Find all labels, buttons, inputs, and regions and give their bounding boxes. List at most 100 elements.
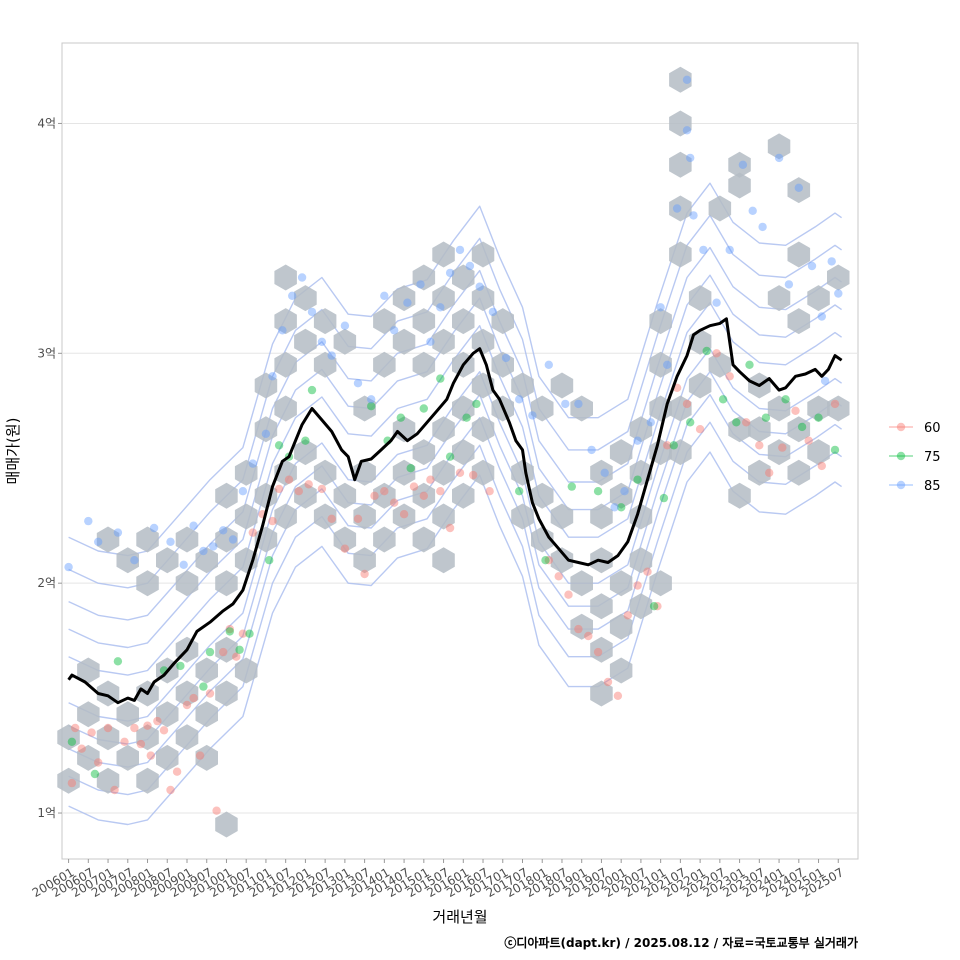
data-point-85 (268, 372, 277, 381)
data-point-60 (623, 611, 632, 620)
density-contour (68, 246, 843, 621)
data-point-60 (71, 723, 80, 733)
hex-bin (274, 351, 297, 378)
hex-bin (728, 151, 751, 178)
hex-bin (392, 328, 416, 355)
data-point-75 (367, 402, 376, 411)
hex-bin (471, 328, 495, 355)
hex-bin (669, 241, 692, 268)
hex-bin (195, 744, 218, 771)
data-point-60 (653, 602, 662, 611)
data-point-85 (219, 526, 228, 535)
data-point-85 (528, 411, 537, 420)
hex-bin (511, 372, 534, 399)
hex-bin (234, 459, 258, 486)
hex-bin (215, 482, 238, 509)
legend-marker (896, 451, 906, 461)
data-point-85 (682, 126, 692, 135)
data-point-75 (781, 395, 790, 404)
hex-bin (688, 372, 712, 399)
data-point-60 (136, 739, 146, 749)
data-point-60 (284, 475, 294, 484)
data-point-60 (67, 778, 77, 788)
hex-bin (57, 767, 80, 794)
hex-bin (412, 439, 436, 466)
data-point-75 (199, 682, 208, 691)
hex-bin (195, 701, 218, 728)
hex-bin (57, 724, 80, 751)
hex-bin (215, 526, 238, 553)
hex-bin (254, 372, 278, 399)
hex-bin (432, 459, 455, 486)
data-point-60 (327, 514, 336, 523)
hex-bin (452, 264, 475, 291)
data-point-60 (445, 523, 455, 533)
y-tick-label: 3억 (37, 346, 56, 360)
hex-bin (590, 459, 613, 486)
hex-bin (136, 570, 159, 597)
data-point-85 (600, 468, 609, 477)
data-point-75 (245, 629, 254, 638)
data-point-85 (189, 521, 198, 530)
hex-bin (787, 416, 811, 443)
data-point-75 (686, 418, 695, 427)
hex-bin (156, 547, 179, 574)
hex-bin (77, 657, 100, 684)
hex-bin (116, 547, 139, 574)
hex-bin (550, 547, 574, 574)
hex-bin (412, 264, 436, 291)
data-point-85 (445, 268, 455, 278)
data-point-85 (712, 298, 721, 307)
hex-bin (531, 482, 554, 509)
data-point-60 (830, 399, 840, 409)
data-point-60 (87, 728, 96, 737)
data-point-85 (228, 535, 238, 544)
hex-bin (333, 482, 357, 509)
hex-bin (373, 526, 396, 553)
data-point-85 (699, 245, 708, 255)
data-point-85 (166, 537, 175, 546)
hex-bin (333, 328, 357, 355)
hex-bin (234, 503, 258, 530)
data-point-75 (814, 413, 823, 422)
data-point-60 (195, 751, 205, 760)
data-point-60 (742, 418, 751, 427)
hex-bin (550, 503, 574, 530)
hex-bin (254, 416, 278, 443)
hex-bin (827, 395, 850, 422)
hex-bin (471, 241, 495, 268)
legend-marker (896, 422, 906, 432)
hex-bin (531, 395, 554, 422)
hex-bin (452, 308, 475, 335)
hex-bin (156, 744, 179, 771)
data-point-60 (564, 590, 573, 599)
hex-bin (767, 285, 791, 312)
hex-bin (669, 66, 692, 93)
data-point-85 (403, 298, 412, 307)
data-point-60 (340, 544, 350, 553)
data-point-60 (370, 491, 379, 500)
hex-bin (708, 351, 732, 378)
data-point-60 (120, 737, 129, 746)
hex-bin (313, 503, 337, 530)
hex-bin (412, 351, 436, 378)
data-point-75 (567, 482, 576, 491)
data-point-85 (784, 280, 794, 289)
data-point-85 (380, 291, 389, 300)
hex-bin (609, 439, 633, 466)
data-point-75 (732, 418, 741, 427)
data-point-85 (327, 351, 336, 360)
legend-item-85: 85 (889, 479, 941, 494)
data-point-60 (274, 484, 284, 494)
hex-bin (274, 308, 297, 335)
data-point-60 (212, 806, 221, 815)
data-point-60 (544, 556, 553, 565)
data-point-85 (436, 303, 445, 312)
data-point-85 (501, 353, 511, 363)
data-point-85 (278, 326, 287, 335)
data-point-85 (682, 75, 692, 85)
hex-bin (452, 395, 475, 422)
data-point-60 (469, 470, 478, 480)
hex-bin (215, 680, 238, 707)
